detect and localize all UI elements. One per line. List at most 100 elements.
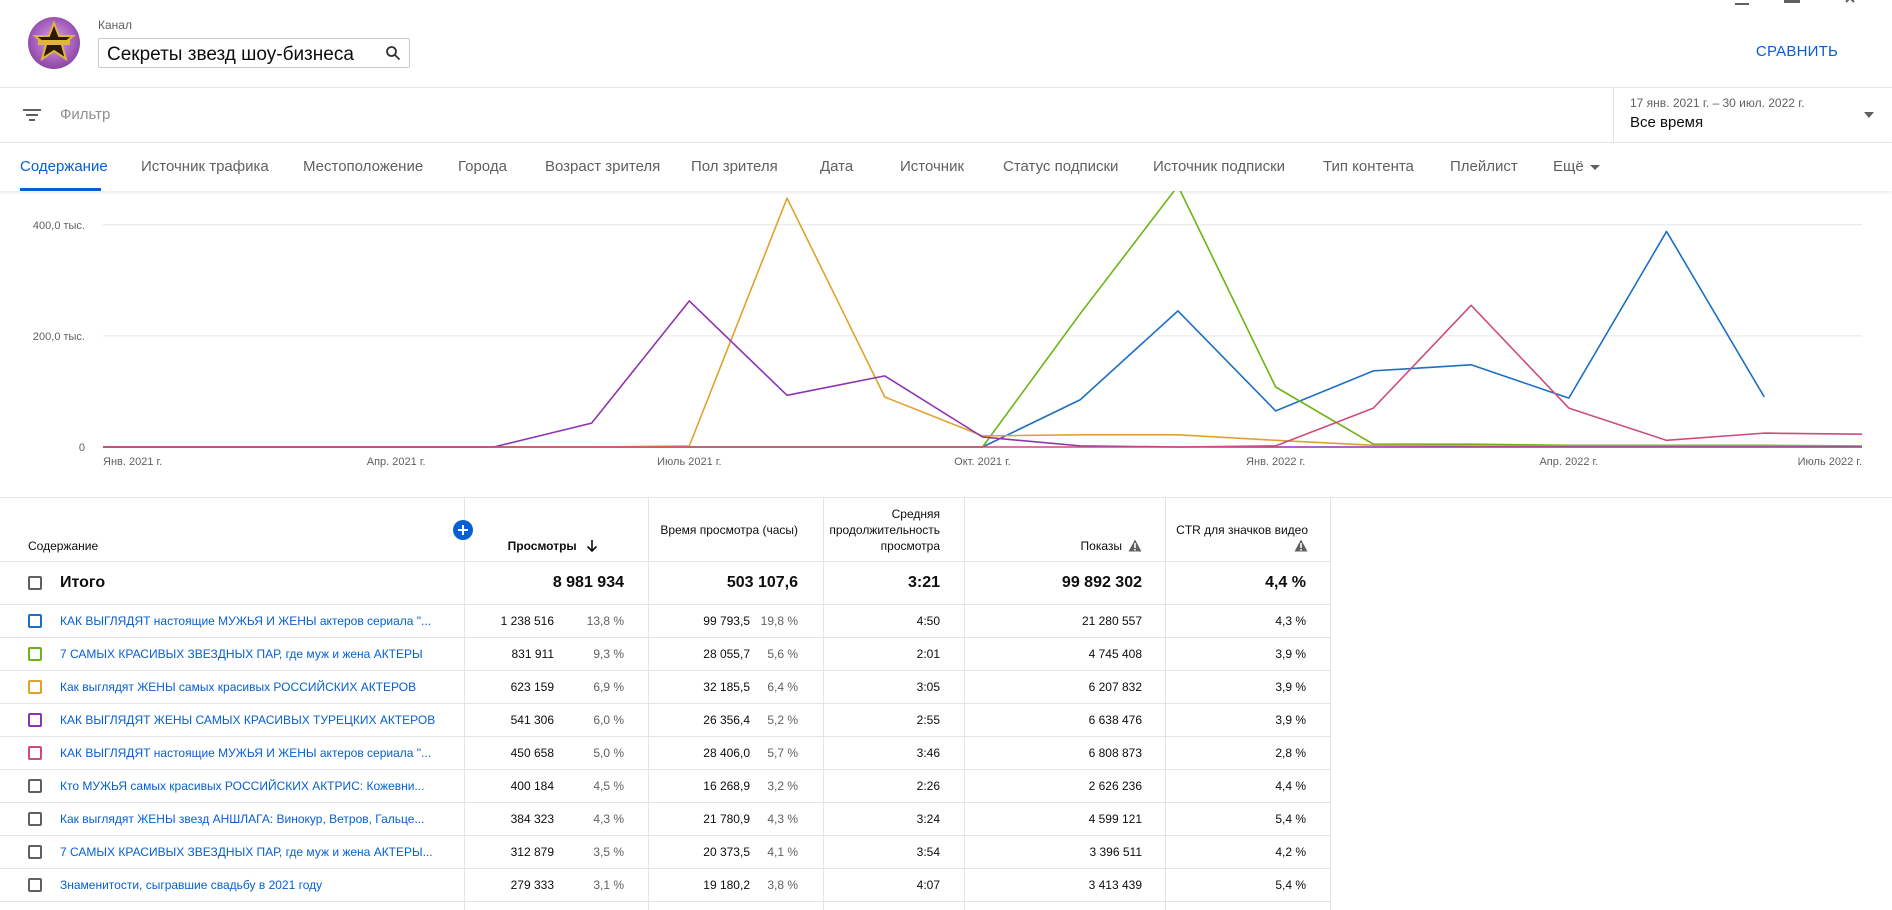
header-avg-duration[interactable]: Средняя продолжительность просмотра <box>820 506 940 554</box>
line-chart: 0 200,0 тыс. 400,0 тыс. Янв. 2021 г. Апр. 20… <box>33 185 1863 468</box>
video-title-link[interactable]: КАК ВЫГЛЯДЯТ настоящие МУЖЬЯ И ЖЕНЫ акте… <box>60 614 432 628</box>
header-impressions-label: Показы <box>1080 539 1122 553</box>
close-icon[interactable] <box>1842 0 1862 8</box>
header-ctr[interactable]: CTR для значков видео <box>1170 522 1308 554</box>
tab-content-type[interactable]: Тип контента <box>1323 158 1414 175</box>
avg-duration-value: 2:01 <box>916 647 940 661</box>
row-checkbox[interactable] <box>28 680 42 694</box>
video-title-link[interactable]: КАК ВЫГЛЯДЯТ ЖЕНЫ САМЫХ КРАСИВЫХ ТУРЕЦКИ… <box>60 713 436 727</box>
column-divider <box>648 498 649 910</box>
watch-time-value: 99 793,5 <box>703 614 750 628</box>
row-checkbox[interactable] <box>28 614 42 628</box>
compare-button[interactable]: СРАВНИТЬ <box>1755 43 1838 60</box>
filter-input[interactable]: Фильтр <box>60 106 111 123</box>
header-views-label: Просмотры <box>507 539 577 553</box>
column-divider <box>1330 498 1331 910</box>
video-title-link[interactable]: 7 САМЫХ КРАСИВЫХ ЗВЕЗДНЫХ ПАР, где муж и… <box>60 845 433 859</box>
watch-time-value: 26 356,4 <box>703 713 750 727</box>
sort-descending-icon <box>586 540 598 553</box>
total-avg-duration: 3:21 <box>907 574 940 591</box>
x-tick-label: Июль 2022 г. <box>1798 456 1862 468</box>
tab-content[interactable]: Содержание <box>20 158 108 175</box>
row-checkbox[interactable] <box>28 845 42 859</box>
views-value: 541 306 <box>510 713 554 727</box>
views-percent: 4,3 % <box>593 812 624 826</box>
video-title-link[interactable]: Как выглядят ЖЕНЫ самых красивых РОССИЙС… <box>60 680 417 694</box>
video-title-link[interactable]: КАК ВЫГЛЯДЯТ настоящие МУЖЬЯ И ЖЕНЫ акте… <box>60 746 432 760</box>
tab-playlist[interactable]: Плейлист <box>1450 158 1518 175</box>
tab-subscription-source[interactable]: Источник подписки <box>1153 158 1286 175</box>
views-percent: 5,0 % <box>593 746 624 760</box>
warning-icon[interactable] <box>1128 539 1142 552</box>
avg-duration-value: 3:46 <box>916 746 940 760</box>
feedback-icon[interactable] <box>1782 0 1802 8</box>
tab-date[interactable]: Дата <box>820 158 854 175</box>
tab-more[interactable]: Ещё <box>1553 158 1600 175</box>
watch-time-value: 28 055,7 <box>703 647 750 661</box>
filter-icon[interactable] <box>22 107 42 123</box>
tab-location[interactable]: Местоположение <box>303 158 424 175</box>
row-checkbox[interactable] <box>28 647 42 661</box>
channel-selector[interactable]: Секреты звезд шоу-бизнеса <box>98 38 410 68</box>
header-avg-line3: просмотра <box>880 539 940 553</box>
impressions-value: 6 808 873 <box>1088 746 1142 760</box>
tab-subscription-status[interactable]: Статус подписки <box>1003 158 1119 175</box>
impressions-value: 21 280 557 <box>1081 614 1142 628</box>
date-range-text: 17 янв. 2021 г. – 30 июл. 2022 г. <box>1630 96 1805 110</box>
views-value: 831 911 <box>511 647 555 661</box>
video-title-link[interactable]: Знаменитости, сыгравшие свадьбу в 2021 г… <box>60 878 323 892</box>
header-content[interactable]: Содержание <box>28 539 99 553</box>
caret-down-icon <box>1589 164 1600 170</box>
tab-more-label: Ещё <box>1553 158 1584 175</box>
warning-icon[interactable] <box>1294 539 1308 552</box>
chevron-down-icon <box>1864 112 1874 118</box>
watch-time-percent: 6,4 % <box>767 680 798 694</box>
x-tick-label: Янв. 2021 г. <box>103 456 162 468</box>
x-tick-label: Апр. 2022 г. <box>1539 456 1598 468</box>
search-icon[interactable] <box>385 45 401 61</box>
watch-time-value: 20 373,5 <box>703 845 750 859</box>
row-checkbox[interactable] <box>28 878 42 892</box>
total-views: 8 981 934 <box>552 574 624 591</box>
header-watch-time[interactable]: Время просмотра (часы) <box>660 523 798 537</box>
views-value: 312 879 <box>510 845 554 859</box>
video-title-link[interactable]: Кто МУЖЬЯ самых красивых РОССИЙСКИХ АКТР… <box>60 779 425 793</box>
video-title-link[interactable]: Как выглядят ЖЕНЫ звезд АНШЛАГА: Винокур… <box>60 812 425 826</box>
channel-avatar[interactable] <box>28 17 80 69</box>
row-checkbox[interactable] <box>28 713 42 727</box>
watch-time-value: 28 406,0 <box>703 746 750 760</box>
tab-viewer-gender[interactable]: Пол зрителя <box>691 158 778 175</box>
tab-source[interactable]: Источник <box>900 158 965 175</box>
impressions-value: 6 207 832 <box>1088 680 1142 694</box>
column-divider <box>823 498 824 910</box>
header-impressions[interactable]: Показы <box>980 538 1142 554</box>
channel-label: Канал <box>98 18 132 32</box>
row-checkbox[interactable] <box>28 746 42 760</box>
watch-time-value: 32 185,5 <box>703 680 750 694</box>
watch-time-percent: 5,7 % <box>767 746 798 760</box>
active-tab-indicator <box>20 188 101 191</box>
channel-name: Секреты звезд шоу-бизнеса <box>107 44 354 65</box>
avg-duration-value: 2:26 <box>916 779 940 793</box>
tab-cities[interactable]: Города <box>458 158 507 175</box>
avg-duration-value: 4:07 <box>916 878 940 892</box>
download-icon[interactable] <box>1732 0 1752 8</box>
tab-traffic-source[interactable]: Источник трафика <box>141 158 269 175</box>
row-checkbox[interactable] <box>28 779 42 793</box>
select-all-checkbox[interactable] <box>28 576 42 590</box>
watch-time-value: 21 780,9 <box>703 812 750 826</box>
views-percent: 13,8 % <box>586 614 624 628</box>
views-percent: 6,0 % <box>593 713 624 727</box>
impressions-value: 3 413 439 <box>1088 878 1142 892</box>
table-row: 7 САМЫХ КРАСИВЫХ ЗВЕЗДНЫХ ПАР, где муж и… <box>0 836 1330 869</box>
watch-time-percent: 5,2 % <box>767 713 798 727</box>
video-title-link[interactable]: 7 САМЫХ КРАСИВЫХ ЗВЕЗДНЫХ ПАР, где муж и… <box>60 647 423 661</box>
watch-time-percent: 5,6 % <box>767 647 798 661</box>
add-column-button[interactable] <box>453 520 473 540</box>
ctr-value: 5,4 % <box>1275 878 1306 892</box>
row-checkbox[interactable] <box>28 812 42 826</box>
date-range-selector[interactable]: 17 янв. 2021 г. – 30 июл. 2022 г. Все вр… <box>1613 88 1892 142</box>
x-tick-label: Окт. 2021 г. <box>954 456 1011 468</box>
tab-viewer-age[interactable]: Возраст зрителя <box>545 158 661 175</box>
header-views[interactable]: Просмотры <box>480 538 598 554</box>
